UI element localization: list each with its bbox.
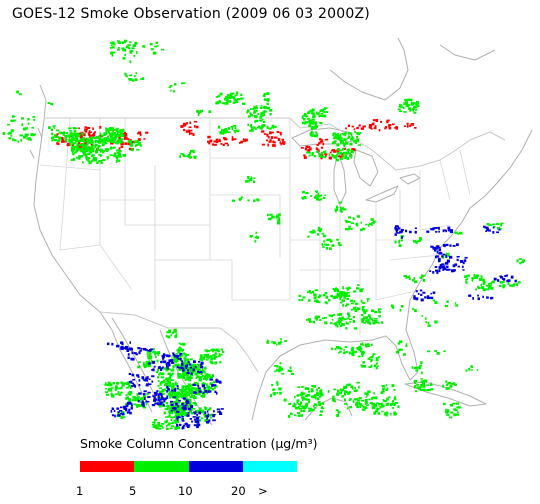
smoke-patch-4 xyxy=(50,91,420,165)
us-mexico-border xyxy=(99,311,259,373)
smoke-patch-6 xyxy=(394,222,526,291)
legend-tick-gt: > xyxy=(258,484,268,498)
legend-bin-1-5 xyxy=(80,461,135,472)
base-map xyxy=(29,37,533,426)
smoke-patch-8 xyxy=(266,284,384,375)
gulf-coastline xyxy=(251,329,419,421)
smoke-layer xyxy=(2,39,526,430)
smoke-patch-7 xyxy=(394,225,517,302)
west-coastline xyxy=(33,84,153,413)
smoke-patch-5 xyxy=(231,175,376,250)
legend-tick-1: 1 xyxy=(76,484,84,498)
greenland-edge xyxy=(439,44,496,61)
smoke-map xyxy=(2,37,533,430)
legend-bin-gt-20 xyxy=(242,461,297,472)
hudson-bay-coast xyxy=(329,37,409,101)
legend-tick-20: 20 xyxy=(231,484,246,498)
legend-title: Smoke Column Concentration (µg/m³) xyxy=(80,436,318,451)
pacific-islands xyxy=(29,127,43,159)
cuba-outline xyxy=(404,381,487,407)
smoke-patch-2 xyxy=(106,341,224,430)
legend-tick-5: 5 xyxy=(129,484,137,498)
legend-bin-5-10 xyxy=(134,461,189,472)
lake-ontario xyxy=(399,173,421,185)
smoke-patch-10 xyxy=(269,361,462,419)
legend-colorbar xyxy=(80,461,297,472)
legend-bin-10-20 xyxy=(188,461,243,472)
lake-huron xyxy=(353,149,379,187)
us-canada-border xyxy=(44,117,506,171)
map-title: GOES-12 Smoke Observation (2009 06 03 20… xyxy=(12,6,370,22)
smoke-patch-9 xyxy=(356,299,479,385)
baja-coastline xyxy=(111,317,157,399)
lake-erie xyxy=(365,185,399,203)
east-coastline xyxy=(405,129,533,331)
legend-tick-10: 10 xyxy=(178,484,193,498)
smoke-patch-11 xyxy=(2,39,186,143)
